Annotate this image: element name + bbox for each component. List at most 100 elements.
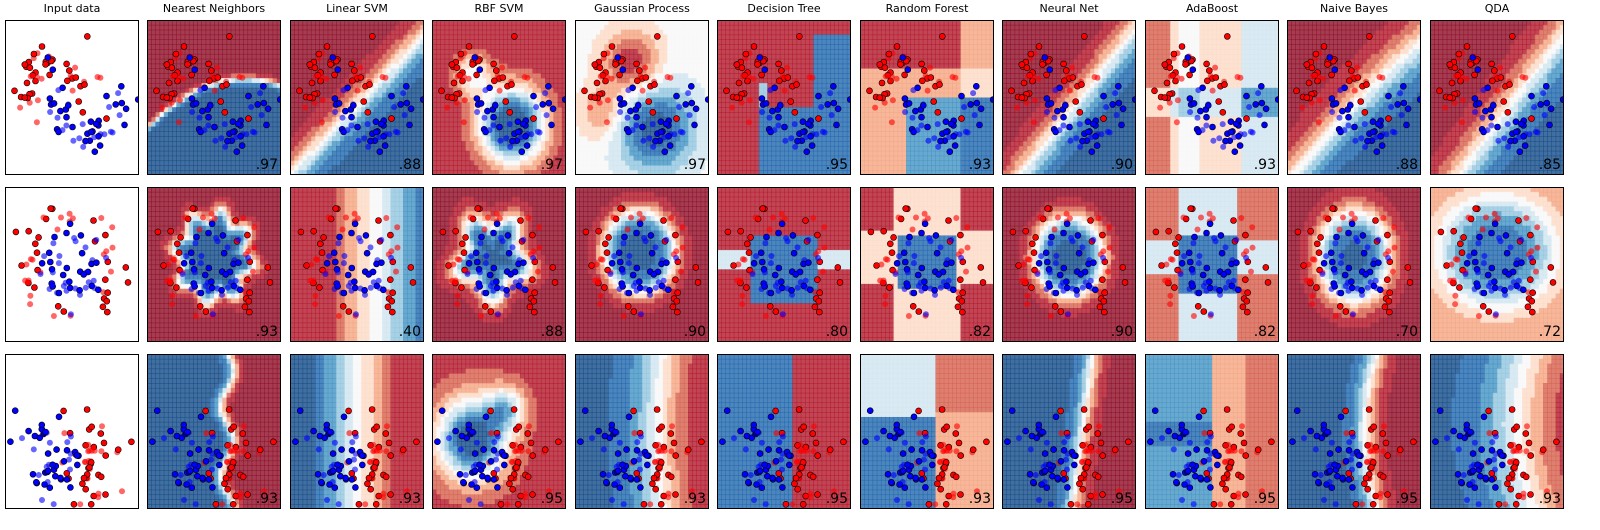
point-class-blue [32, 479, 40, 486]
accuracy-score: .95 [1254, 491, 1276, 507]
point-class-red [840, 438, 847, 446]
point-class-blue [400, 90, 407, 97]
point-class-blue [46, 258, 54, 266]
point-class-blue [1165, 427, 1172, 435]
point-class-red [345, 308, 353, 315]
point-class-blue [942, 128, 950, 136]
point-class-red [221, 480, 228, 487]
point-class-blue [781, 123, 788, 131]
point-class-blue [1194, 114, 1201, 121]
point-class-blue [349, 102, 357, 109]
point-class-blue [188, 95, 196, 102]
point-class-blue [874, 435, 880, 442]
point-class-blue [1491, 456, 1497, 463]
point-class-blue [199, 107, 206, 115]
point-class-red [893, 75, 900, 82]
point-class-red [784, 74, 792, 81]
point-class-blue [1028, 432, 1036, 440]
point-class-red [312, 292, 319, 299]
point-class-blue [1375, 259, 1382, 266]
point-class-blue [340, 289, 348, 297]
point-class-blue [49, 461, 56, 469]
point-class-blue [153, 407, 161, 415]
point-class-red [1060, 77, 1068, 85]
accuracy-score: .95 [1396, 491, 1418, 507]
point-class-red [352, 72, 359, 79]
point-class-red [1303, 61, 1311, 68]
point-class-blue [1398, 112, 1405, 119]
point-class-blue [482, 413, 490, 421]
point-class-blue [193, 233, 200, 241]
point-class-blue [201, 127, 208, 134]
point-class-red [739, 292, 746, 299]
point-class-blue [1293, 407, 1301, 415]
point-class-blue [348, 113, 355, 121]
point-class-blue [464, 271, 471, 277]
axes-frame [432, 20, 566, 175]
point-class-red [876, 94, 884, 101]
point-class-red [366, 81, 373, 88]
point-class-blue [627, 107, 634, 115]
point-class-red [1178, 75, 1185, 82]
point-class-blue [1492, 311, 1499, 318]
point-class-blue [924, 123, 931, 131]
point-class-red [1116, 488, 1122, 495]
point-class-red [836, 279, 844, 286]
point-class-blue [762, 100, 770, 107]
point-class-blue [401, 112, 408, 119]
point-class-red [657, 501, 665, 508]
point-class-red [1544, 488, 1550, 495]
point-class-blue [901, 439, 908, 446]
point-class-blue [1218, 249, 1226, 257]
data-points [154, 205, 274, 319]
point-class-blue [121, 121, 128, 129]
point-class-blue [686, 112, 693, 119]
point-class-blue [494, 433, 501, 440]
point-class-red [610, 214, 617, 221]
point-class-red [1087, 217, 1094, 224]
point-class-blue [471, 54, 479, 61]
point-class-red [1304, 277, 1311, 284]
point-class-red [762, 313, 769, 319]
point-class-blue [616, 95, 624, 102]
point-class-blue [486, 271, 494, 279]
point-class-red [775, 77, 783, 85]
point-class-blue [339, 114, 346, 121]
axes-frame [1145, 187, 1279, 342]
point-class-red [1249, 244, 1256, 251]
point-class-red [1294, 228, 1302, 236]
point-class-blue [1258, 99, 1266, 107]
point-class-red [977, 264, 985, 271]
point-class-blue [60, 458, 68, 465]
point-class-red [102, 231, 109, 239]
point-class-red [867, 228, 875, 236]
point-class-red [1244, 308, 1251, 316]
point-class-blue [497, 137, 504, 144]
subplot-linear-classifier-10: .93 [1430, 354, 1564, 509]
point-class-red [529, 276, 536, 283]
point-class-red [1451, 64, 1459, 72]
point-class-red [1248, 268, 1254, 275]
point-class-blue [758, 95, 766, 102]
point-class-red [102, 452, 109, 459]
point-class-blue [935, 271, 942, 278]
point-class-blue [197, 289, 205, 297]
point-class-red [314, 256, 321, 263]
point-class-red [1066, 215, 1073, 222]
subplot-circles-classifier-9: .70 [1287, 187, 1421, 342]
point-class-blue [1354, 238, 1361, 245]
point-class-red [1459, 97, 1466, 104]
point-class-blue [614, 467, 622, 475]
point-class-blue [1341, 271, 1349, 279]
point-class-red [957, 276, 964, 283]
point-class-red [1020, 261, 1027, 268]
point-class-blue [1356, 461, 1363, 469]
subplot-moons-input [5, 20, 139, 175]
point-class-blue [218, 135, 225, 142]
axes-frame [1430, 354, 1564, 509]
point-class-blue [661, 134, 668, 141]
point-class-blue [331, 258, 339, 266]
point-class-red [1009, 228, 1017, 236]
point-class-blue [1337, 289, 1345, 297]
point-class-blue [1364, 137, 1371, 145]
